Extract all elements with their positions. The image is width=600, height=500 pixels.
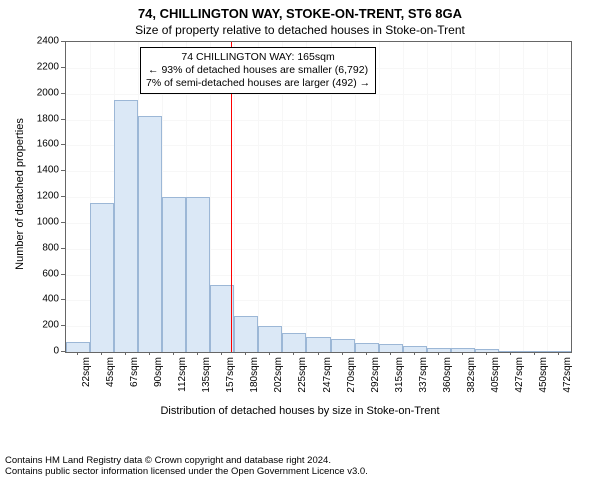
histogram-bar: [355, 343, 379, 352]
annotation-box: 74 CHILLINGTON WAY: 165sqm← 93% of detac…: [140, 47, 376, 94]
histogram-bar: [234, 316, 258, 352]
y-tick-label: 2400: [31, 36, 59, 47]
histogram-bar: [186, 197, 210, 352]
y-tick-label: 200: [31, 320, 59, 331]
histogram-bar: [523, 351, 547, 352]
x-tick-label: 337sqm: [418, 357, 429, 393]
x-axis-label: Distribution of detached houses by size …: [0, 405, 600, 417]
annotation-line: 7% of semi-detached houses are larger (4…: [146, 77, 370, 90]
gridline-v: [499, 42, 500, 352]
histogram-bar: [282, 333, 306, 352]
y-tick-label: 800: [31, 242, 59, 253]
y-tick-mark: [61, 274, 65, 275]
x-tick-label: 112sqm: [177, 357, 188, 392]
y-tick-mark: [61, 196, 65, 197]
x-tick-label: 67sqm: [129, 357, 140, 387]
y-tick-label: 0: [31, 346, 59, 357]
histogram-bar: [331, 339, 355, 352]
y-tick-mark: [61, 351, 65, 352]
x-tick-label: 382sqm: [466, 357, 477, 393]
attribution-footer: Contains HM Land Registry data © Crown c…: [0, 452, 600, 478]
histogram-bar: [162, 197, 186, 352]
x-tick-label: 270sqm: [346, 357, 357, 393]
y-tick-label: 1600: [31, 139, 59, 150]
x-tick-label: 427sqm: [514, 357, 525, 393]
footer-line-1: Contains HM Land Registry data © Crown c…: [5, 455, 595, 466]
gridline-v: [475, 42, 476, 352]
gridline-v: [523, 42, 524, 352]
y-tick-mark: [61, 248, 65, 249]
histogram-bar: [547, 351, 571, 352]
y-tick-label: 1000: [31, 216, 59, 227]
x-tick-label: 90sqm: [153, 357, 164, 387]
x-tick-label: 225sqm: [297, 357, 308, 393]
y-tick-mark: [61, 41, 65, 42]
histogram-chart: Number of detached properties Distributi…: [0, 37, 600, 452]
y-tick-mark: [61, 144, 65, 145]
gridline-v: [427, 42, 428, 352]
histogram-bar: [306, 337, 330, 353]
gridline-v: [379, 42, 380, 352]
x-tick-label: 247sqm: [322, 357, 333, 393]
x-tick-label: 135sqm: [201, 357, 212, 393]
y-tick-label: 2200: [31, 61, 59, 72]
y-axis-label: Number of detached properties: [14, 104, 26, 284]
y-tick-mark: [61, 222, 65, 223]
y-tick-mark: [61, 67, 65, 68]
histogram-bar: [499, 351, 523, 352]
x-tick-label: 292sqm: [370, 357, 381, 393]
y-tick-label: 400: [31, 294, 59, 305]
x-tick-label: 180sqm: [249, 357, 260, 393]
y-tick-mark: [61, 93, 65, 94]
gridline-v: [547, 42, 548, 352]
x-tick-label: 45sqm: [105, 357, 116, 387]
histogram-bar: [114, 100, 138, 352]
x-tick-label: 157sqm: [225, 357, 236, 393]
histogram-bar: [403, 346, 427, 352]
y-tick-label: 1800: [31, 113, 59, 124]
x-tick-label: 360sqm: [442, 357, 453, 393]
y-tick-mark: [61, 119, 65, 120]
gridline-v: [403, 42, 404, 352]
annotation-line: ← 93% of detached houses are smaller (6,…: [146, 64, 370, 77]
x-tick-label: 22sqm: [81, 357, 92, 387]
histogram-bar: [451, 348, 475, 352]
y-tick-label: 2000: [31, 87, 59, 98]
histogram-bar: [475, 349, 499, 352]
histogram-bar: [90, 203, 114, 352]
page-title: 74, CHILLINGTON WAY, STOKE-ON-TRENT, ST6…: [0, 6, 600, 21]
histogram-bar: [379, 344, 403, 352]
y-tick-mark: [61, 325, 65, 326]
histogram-bar: [258, 326, 282, 352]
histogram-bar: [427, 348, 451, 352]
x-tick-label: 450sqm: [538, 357, 549, 393]
y-tick-mark: [61, 170, 65, 171]
y-tick-label: 1200: [31, 191, 59, 202]
x-tick-label: 315sqm: [394, 357, 405, 393]
y-tick-mark: [61, 299, 65, 300]
gridline-v: [451, 42, 452, 352]
x-tick-label: 472sqm: [562, 357, 573, 393]
y-tick-label: 600: [31, 268, 59, 279]
page-subtitle: Size of property relative to detached ho…: [0, 23, 600, 37]
annotation-line: 74 CHILLINGTON WAY: 165sqm: [146, 51, 370, 64]
x-tick-label: 202sqm: [273, 357, 284, 393]
histogram-bar: [66, 342, 90, 352]
footer-line-2: Contains public sector information licen…: [5, 466, 595, 477]
x-tick-label: 405sqm: [490, 357, 501, 393]
histogram-bar: [138, 116, 162, 352]
y-tick-label: 1400: [31, 165, 59, 176]
